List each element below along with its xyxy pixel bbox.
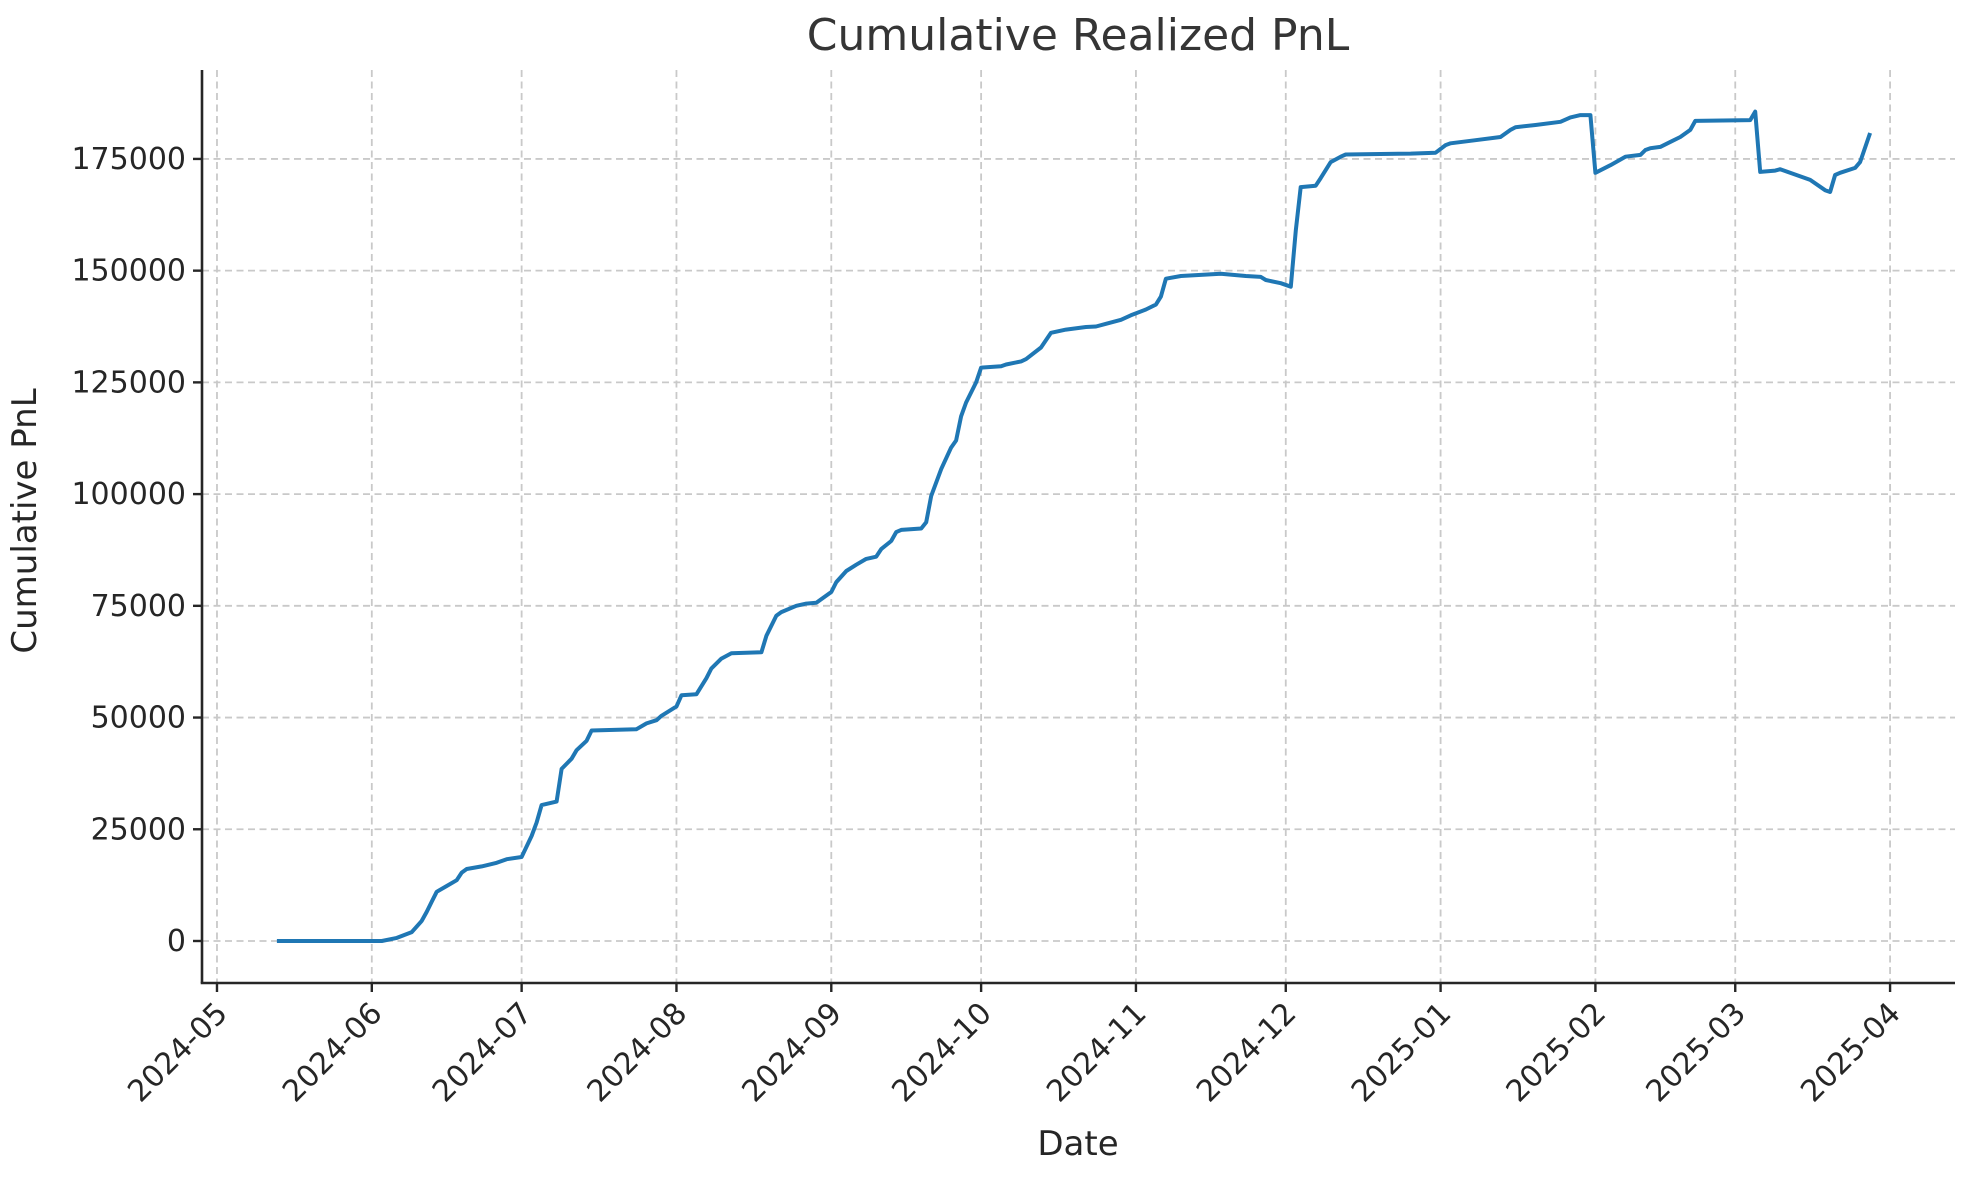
x-tick-label: 2025-04	[1794, 996, 1907, 1109]
y-tick-label: 75000	[91, 589, 186, 624]
y-tick-label: 150000	[71, 254, 186, 289]
y-tick-label: 100000	[71, 477, 186, 512]
x-tick-label: 2024-09	[736, 996, 849, 1109]
x-tick-label: 2024-12	[1190, 996, 1303, 1109]
y-axis-label: Cumulative PnL	[5, 388, 45, 653]
y-tick-label: 175000	[71, 142, 186, 177]
x-tick-label: 2025-03	[1640, 996, 1753, 1109]
x-tick-label: 2024-05	[121, 996, 234, 1109]
x-tick-label: 2024-10	[885, 996, 998, 1109]
y-tick-label: 25000	[91, 812, 186, 847]
y-tick-label: 125000	[71, 365, 186, 400]
x-tick-label: 2024-11	[1040, 996, 1153, 1109]
x-tick-label: 2024-08	[581, 996, 694, 1109]
x-tick-label: 2024-06	[276, 996, 389, 1109]
x-axis-label: Date	[1037, 1124, 1118, 1164]
pnl-series-line	[276, 109, 1872, 943]
x-tick-label: 2025-02	[1500, 996, 1613, 1109]
y-tick-label: 50000	[91, 701, 186, 736]
x-tick-label: 2024-07	[426, 996, 539, 1109]
x-tick-label: 2025-01	[1345, 996, 1458, 1109]
y-tick-label: 0	[167, 924, 186, 959]
chart-title: Cumulative Realized PnL	[807, 10, 1350, 61]
